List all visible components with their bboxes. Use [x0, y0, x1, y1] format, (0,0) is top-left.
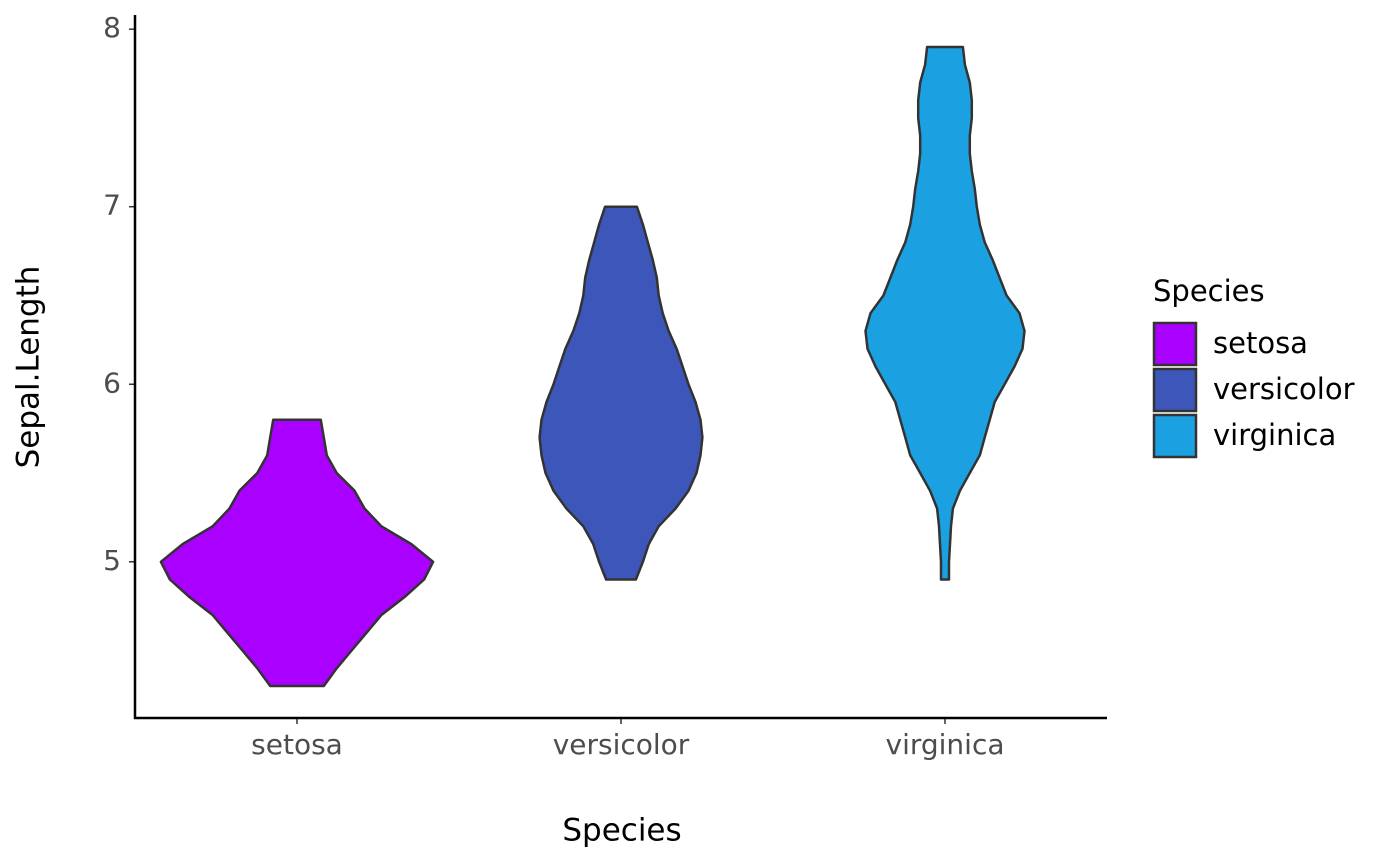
y-tick-label: 6	[103, 366, 121, 399]
legend-key	[1152, 413, 1198, 459]
legend-label: setosa	[1213, 326, 1308, 360]
x-tick-label: versicolor	[553, 728, 690, 761]
x-tick-label: setosa	[251, 728, 343, 761]
violin	[159, 418, 435, 688]
y-tick-label: 8	[103, 11, 121, 44]
y-tick-label: 7	[103, 189, 121, 222]
x-axis-label: Species	[562, 813, 681, 849]
y-tick-label: 5	[103, 544, 121, 577]
legend-label: virginica	[1213, 418, 1336, 452]
legend-title: Species	[1153, 274, 1265, 308]
legend-key	[1152, 321, 1198, 367]
violin	[864, 45, 1026, 581]
violin	[538, 205, 704, 581]
y-axis-label: Sepal.Length	[11, 266, 47, 469]
legend-label: versicolor	[1213, 372, 1355, 406]
legend-key	[1152, 367, 1198, 413]
x-tick-label: virginica	[886, 728, 1005, 761]
